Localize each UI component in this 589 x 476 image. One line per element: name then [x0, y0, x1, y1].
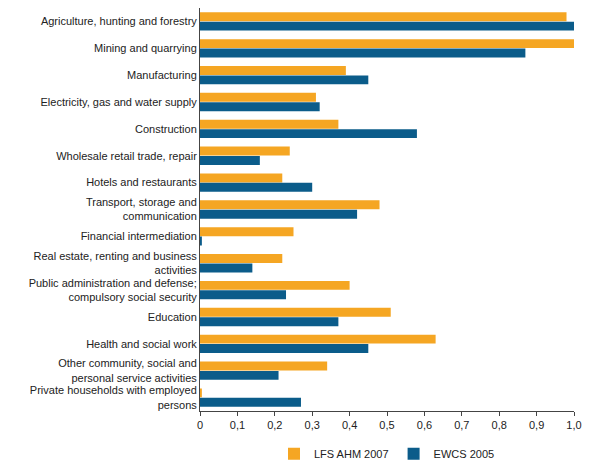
- svg-text:Agriculture, hunting and fores: Agriculture, hunting and forestry: [41, 15, 197, 27]
- svg-text:Private households with employ: Private households with employedpersons: [30, 384, 197, 410]
- svg-text:Health and social work: Health and social work: [86, 338, 197, 350]
- svg-text:Education: Education: [148, 311, 197, 323]
- svg-text:Other community, social andper: Other community, social andpersonal serv…: [58, 357, 197, 383]
- svg-text:0,2: 0,2: [267, 419, 282, 431]
- svg-text:0,8: 0,8: [492, 419, 507, 431]
- svg-text:0,3: 0,3: [305, 419, 320, 431]
- svg-text:Public administration and defe: Public administration and defense;compul…: [29, 277, 198, 303]
- svg-text:1,0: 1,0: [566, 419, 581, 431]
- svg-text:0,9: 0,9: [529, 419, 544, 431]
- svg-text:0,6: 0,6: [417, 419, 432, 431]
- svg-text:0,4: 0,4: [342, 419, 357, 431]
- svg-text:0: 0: [197, 419, 203, 431]
- svg-text:Electricity, gas and water sup: Electricity, gas and water supply: [40, 96, 197, 108]
- svg-text:Real estate, renting and busin: Real estate, renting and businessactivit…: [34, 250, 198, 276]
- svg-text:Wholesale retail trade, repair: Wholesale retail trade, repair: [56, 150, 197, 162]
- svg-text:Financial intermediation: Financial intermediation: [81, 230, 197, 242]
- svg-text:EWCS 2005: EWCS 2005: [434, 448, 495, 460]
- svg-text:LFS AHM 2007: LFS AHM 2007: [314, 448, 389, 460]
- svg-text:Construction: Construction: [135, 123, 197, 135]
- svg-text:0,7: 0,7: [454, 419, 469, 431]
- svg-text:0,1: 0,1: [230, 419, 245, 431]
- svg-text:0,5: 0,5: [379, 419, 394, 431]
- svg-text:Manufacturing: Manufacturing: [127, 69, 197, 81]
- svg-text:Hotels and restaurants: Hotels and restaurants: [86, 176, 197, 188]
- svg-text:Transport, storage andcommunic: Transport, storage andcommunication: [86, 196, 197, 222]
- svg-text:Mining and quarrying: Mining and quarrying: [94, 42, 197, 54]
